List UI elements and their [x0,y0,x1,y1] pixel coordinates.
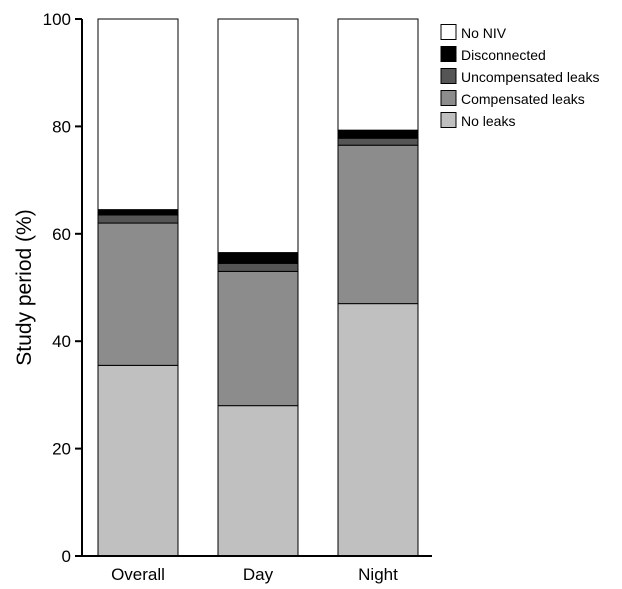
legend-swatch-compensated-leaks [440,90,457,106]
bar-segment-overall-disconnected [97,209,179,216]
legend-label-uncompensated-leaks: Uncompensated leaks [461,69,600,85]
bar-segment-night-no-niv [337,18,419,131]
bar-segment-day-uncompensated-leaks [217,262,299,272]
x-tick-label-day: Day [243,565,274,584]
legend-swatch-disconnected [440,46,457,62]
bars-layer [97,18,419,557]
bar-segment-overall-uncompensated-leaks [97,214,179,224]
bar-segment-night-no-leaks [337,303,419,557]
bar-segment-night-compensated-leaks [337,144,419,305]
legend-label-disconnected: Disconnected [461,47,546,63]
y-tick-label-100: 100 [43,10,71,29]
bar-segment-night-uncompensated-leaks [337,137,419,146]
x-tick-label-night: Night [358,565,398,584]
y-tick-label-20: 20 [52,440,71,459]
legend-swatch-uncompensated-leaks [440,68,457,84]
y-axis-label: Study period (%) [13,209,36,365]
y-tick-label-0: 0 [62,547,71,566]
axes-layer: Overall Day Night 0 20 40 60 80 100 Study period … [13,10,432,584]
bar-segment-day-no-leaks [217,405,299,557]
bar-segment-overall-no-leaks [97,364,179,557]
legend-swatch-no-leaks [440,112,457,128]
bar-segment-day-compensated-leaks [217,270,299,407]
bar-segment-day-disconnected [217,252,299,264]
bar-segment-night-disconnected [337,129,419,139]
legend-label-compensated-leaks: Compensated leaks [461,91,585,107]
x-tick-label-overall: Overall [111,565,165,584]
bar-segment-overall-no-niv [97,18,179,211]
legend-label-no-leaks: No leaks [461,113,515,129]
bar-segment-overall-compensated-leaks [97,222,179,366]
bar-segment-day-no-niv [217,18,299,254]
legend: No NIV Disconnected Uncompensated leaks Com… [440,24,600,129]
y-tick-label-80: 80 [52,117,71,136]
y-tick-label-40: 40 [52,332,71,351]
y-tick-label-60: 60 [52,225,71,244]
legend-label-no-niv: No NIV [461,25,507,41]
legend-swatch-no-niv [440,24,457,40]
